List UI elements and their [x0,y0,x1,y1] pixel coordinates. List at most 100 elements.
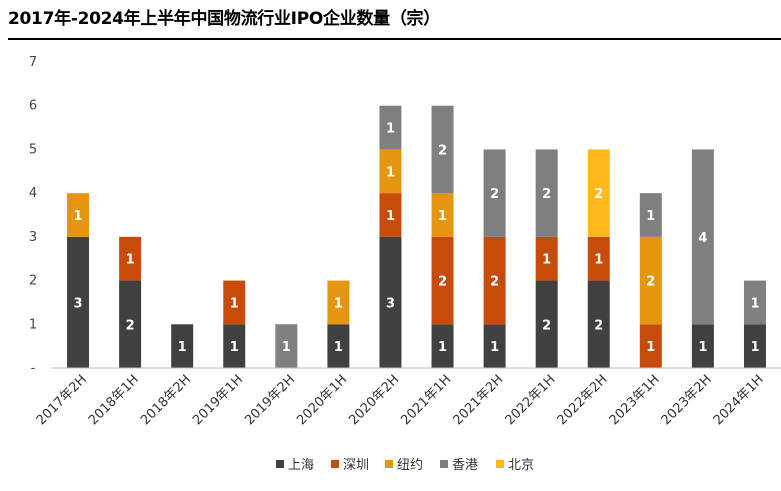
data-label: 2 [126,318,135,333]
legend-swatch [440,460,448,468]
x-tick-label: 2022年1H [503,372,559,428]
x-tick-label: 2023年1H [607,372,663,428]
data-label: 1 [594,253,603,268]
legend-item: 香港 [440,458,478,473]
bar-stack: 1 [171,324,194,368]
data-label: 1 [386,122,395,137]
x-tick-label: 2020年2H [346,372,402,428]
data-label: 1 [334,340,343,355]
bar-segment [67,193,90,237]
bar-segment [743,324,766,368]
data-label: 1 [126,253,135,268]
data-label: 2 [490,275,499,290]
bar-segment [587,236,610,281]
x-tick-label: 2017年2H [34,372,90,428]
bar-segment [483,149,506,237]
y-tick-label: 6 [29,99,37,114]
bar-segment [587,149,610,237]
bar-stack: 11 [327,280,350,368]
bar-stack: 1 2 2 [483,149,506,368]
data-label: 1 [750,296,759,311]
data-label: 2 [542,318,551,333]
data-label: 1 [178,340,187,355]
data-label: 1 [334,296,343,311]
bar-segment [639,193,662,237]
bar-stack: 1 2 1 [639,193,662,368]
bar-segment [587,280,610,368]
legend-swatch [385,460,393,468]
bar-segment [379,193,402,237]
bar-segment [535,236,558,281]
legend-item: 上海 [276,458,314,473]
data-label: 3 [74,296,83,311]
bar-segment [691,324,714,368]
bar-segment [119,236,142,281]
x-tick-label: 2019年2H [242,372,298,428]
data-label: 1 [646,340,655,355]
data-label: 1 [438,209,447,224]
bar-stack: 11 [223,280,246,368]
title-divider [8,38,781,40]
bar-segment [223,280,246,325]
chart-title: 2017年-2024年上半年中国物流行业IPO企业数量（宗） [8,9,440,29]
bar-segment [171,324,194,368]
x-tick-label: 2024年1H [711,372,767,428]
y-tick-label: 5 [29,142,37,157]
y-tick-label: 4 [29,186,37,201]
data-label: 1 [542,253,551,268]
y-tick-label: 7 [29,55,37,70]
data-label: 1 [230,296,239,311]
legend-label: 上海 [288,458,314,473]
x-tick-label: 2023年2H [659,372,715,428]
x-axis: 2017年2H2018年1H2018年2H2019年1H2019年2H2020年… [34,367,781,428]
bar-segment [119,280,142,368]
bar-stack: 3 1 1 1 [379,105,402,368]
y-tick-label: 3 [29,230,37,245]
data-label: 1 [230,340,239,355]
bar-segment [743,280,766,325]
y-tick-label: 1 [29,317,37,332]
bar-segment [431,236,454,325]
data-label: 1 [646,209,655,224]
data-label: 2 [594,187,603,202]
data-label: 4 [698,231,707,246]
bar-segment [639,236,662,325]
bar-segment [379,105,402,150]
bar-segment [639,324,662,368]
data-label: 1 [490,340,499,355]
y-tick-label: 2 [29,274,37,289]
legend-label: 北京 [508,458,534,473]
data-label: 2 [438,275,447,290]
data-label: 1 [750,340,759,355]
bar-segment [379,149,402,194]
x-tick-label: 2018年2H [138,372,194,428]
y-tick-label: - [31,361,36,376]
bar-segment [223,324,246,368]
bar-stack: 2 1 2 [587,149,610,368]
legend-label: 深圳 [343,458,369,473]
legend-item: 北京 [496,458,534,473]
data-label: 3 [386,296,395,311]
bar-segment [483,324,506,368]
bar-segment [691,149,714,325]
data-label: 2 [646,275,655,290]
data-label: 2 [490,187,499,202]
data-label: 2 [594,318,603,333]
legend-swatch [276,460,284,468]
bar-stack: 21 [119,236,142,368]
bar-stack: 31 [67,193,90,368]
bar-stack: 14 [691,149,714,368]
data-label: 1 [386,209,395,224]
x-tick-label: 2020年1H [294,372,350,428]
bar-segment [327,280,350,325]
bar-stack: 1 [275,324,298,368]
data-label: 1 [74,209,83,224]
legend-swatch [331,460,339,468]
bar-segment [431,324,454,368]
legend-swatch [496,460,504,468]
bar-segment [431,193,454,237]
x-tick-label: 2021年2H [450,372,506,428]
bar-segment [535,280,558,368]
data-label: 2 [438,143,447,158]
